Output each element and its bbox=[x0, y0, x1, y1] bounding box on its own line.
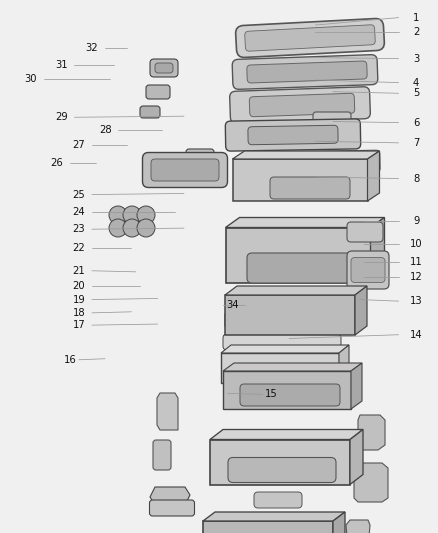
Polygon shape bbox=[351, 363, 362, 409]
Polygon shape bbox=[233, 151, 379, 159]
FancyBboxPatch shape bbox=[347, 251, 389, 289]
Text: 34: 34 bbox=[226, 300, 238, 310]
Text: 24: 24 bbox=[73, 207, 85, 217]
FancyBboxPatch shape bbox=[254, 492, 302, 508]
Polygon shape bbox=[346, 520, 370, 533]
FancyBboxPatch shape bbox=[230, 87, 370, 123]
Text: 2: 2 bbox=[413, 27, 419, 37]
Text: 5: 5 bbox=[413, 88, 419, 98]
FancyBboxPatch shape bbox=[347, 222, 383, 242]
FancyBboxPatch shape bbox=[280, 150, 380, 174]
Polygon shape bbox=[150, 487, 190, 505]
Polygon shape bbox=[350, 430, 363, 484]
Circle shape bbox=[123, 219, 141, 237]
Polygon shape bbox=[367, 151, 379, 201]
Circle shape bbox=[123, 206, 141, 224]
Text: 12: 12 bbox=[410, 272, 423, 282]
FancyBboxPatch shape bbox=[140, 106, 160, 118]
Circle shape bbox=[137, 206, 155, 224]
FancyBboxPatch shape bbox=[146, 85, 170, 99]
Text: 8: 8 bbox=[413, 174, 419, 183]
Text: 32: 32 bbox=[86, 43, 98, 53]
FancyBboxPatch shape bbox=[245, 25, 375, 51]
Polygon shape bbox=[221, 345, 349, 353]
Polygon shape bbox=[157, 393, 178, 430]
FancyBboxPatch shape bbox=[149, 500, 194, 516]
FancyBboxPatch shape bbox=[236, 19, 384, 58]
Polygon shape bbox=[223, 363, 362, 371]
FancyBboxPatch shape bbox=[150, 59, 178, 77]
FancyBboxPatch shape bbox=[270, 177, 350, 199]
Text: 29: 29 bbox=[55, 112, 68, 122]
Text: 1: 1 bbox=[413, 13, 419, 22]
FancyBboxPatch shape bbox=[313, 112, 351, 124]
Text: 19: 19 bbox=[72, 295, 85, 304]
Polygon shape bbox=[223, 371, 351, 409]
Text: 20: 20 bbox=[73, 281, 85, 291]
Polygon shape bbox=[226, 228, 371, 282]
Text: 22: 22 bbox=[72, 243, 85, 253]
FancyBboxPatch shape bbox=[351, 257, 385, 282]
Polygon shape bbox=[225, 286, 367, 295]
FancyBboxPatch shape bbox=[247, 253, 357, 283]
Circle shape bbox=[109, 219, 127, 237]
Text: 31: 31 bbox=[55, 60, 67, 70]
FancyBboxPatch shape bbox=[232, 55, 378, 90]
Text: 25: 25 bbox=[72, 190, 85, 199]
Text: 26: 26 bbox=[50, 158, 64, 167]
Text: 30: 30 bbox=[25, 74, 37, 84]
FancyBboxPatch shape bbox=[142, 152, 227, 188]
FancyBboxPatch shape bbox=[248, 125, 338, 145]
Polygon shape bbox=[210, 430, 363, 440]
Text: 11: 11 bbox=[410, 257, 423, 267]
FancyBboxPatch shape bbox=[223, 334, 341, 350]
Polygon shape bbox=[371, 217, 385, 282]
Polygon shape bbox=[221, 353, 339, 383]
Text: 3: 3 bbox=[413, 54, 419, 63]
Text: 4: 4 bbox=[413, 78, 419, 87]
Text: 13: 13 bbox=[410, 296, 422, 306]
Text: 28: 28 bbox=[99, 125, 111, 134]
Text: 23: 23 bbox=[73, 224, 85, 234]
FancyBboxPatch shape bbox=[225, 311, 345, 329]
Text: 18: 18 bbox=[73, 308, 85, 318]
FancyBboxPatch shape bbox=[186, 149, 214, 161]
Text: 6: 6 bbox=[413, 118, 419, 127]
Polygon shape bbox=[210, 440, 350, 484]
FancyBboxPatch shape bbox=[247, 61, 367, 83]
Polygon shape bbox=[358, 415, 385, 450]
Text: 21: 21 bbox=[72, 266, 85, 276]
Text: 17: 17 bbox=[72, 320, 85, 330]
Polygon shape bbox=[203, 521, 333, 533]
Polygon shape bbox=[355, 286, 367, 335]
Text: 9: 9 bbox=[413, 216, 419, 226]
Polygon shape bbox=[339, 345, 349, 383]
Text: 15: 15 bbox=[265, 390, 278, 399]
FancyBboxPatch shape bbox=[240, 384, 340, 406]
FancyBboxPatch shape bbox=[225, 119, 360, 151]
Polygon shape bbox=[225, 295, 355, 335]
Polygon shape bbox=[226, 217, 385, 228]
FancyBboxPatch shape bbox=[155, 63, 173, 73]
Polygon shape bbox=[203, 512, 345, 521]
Polygon shape bbox=[333, 512, 345, 533]
Polygon shape bbox=[233, 159, 367, 201]
Polygon shape bbox=[354, 463, 388, 502]
FancyBboxPatch shape bbox=[228, 457, 336, 482]
Text: 10: 10 bbox=[410, 239, 422, 249]
Text: 14: 14 bbox=[410, 330, 422, 340]
Text: 7: 7 bbox=[413, 138, 419, 148]
Text: 27: 27 bbox=[72, 140, 85, 150]
Text: 16: 16 bbox=[64, 355, 77, 365]
Circle shape bbox=[109, 206, 127, 224]
FancyBboxPatch shape bbox=[249, 93, 355, 117]
Circle shape bbox=[137, 219, 155, 237]
FancyBboxPatch shape bbox=[151, 159, 219, 181]
FancyBboxPatch shape bbox=[153, 440, 171, 470]
